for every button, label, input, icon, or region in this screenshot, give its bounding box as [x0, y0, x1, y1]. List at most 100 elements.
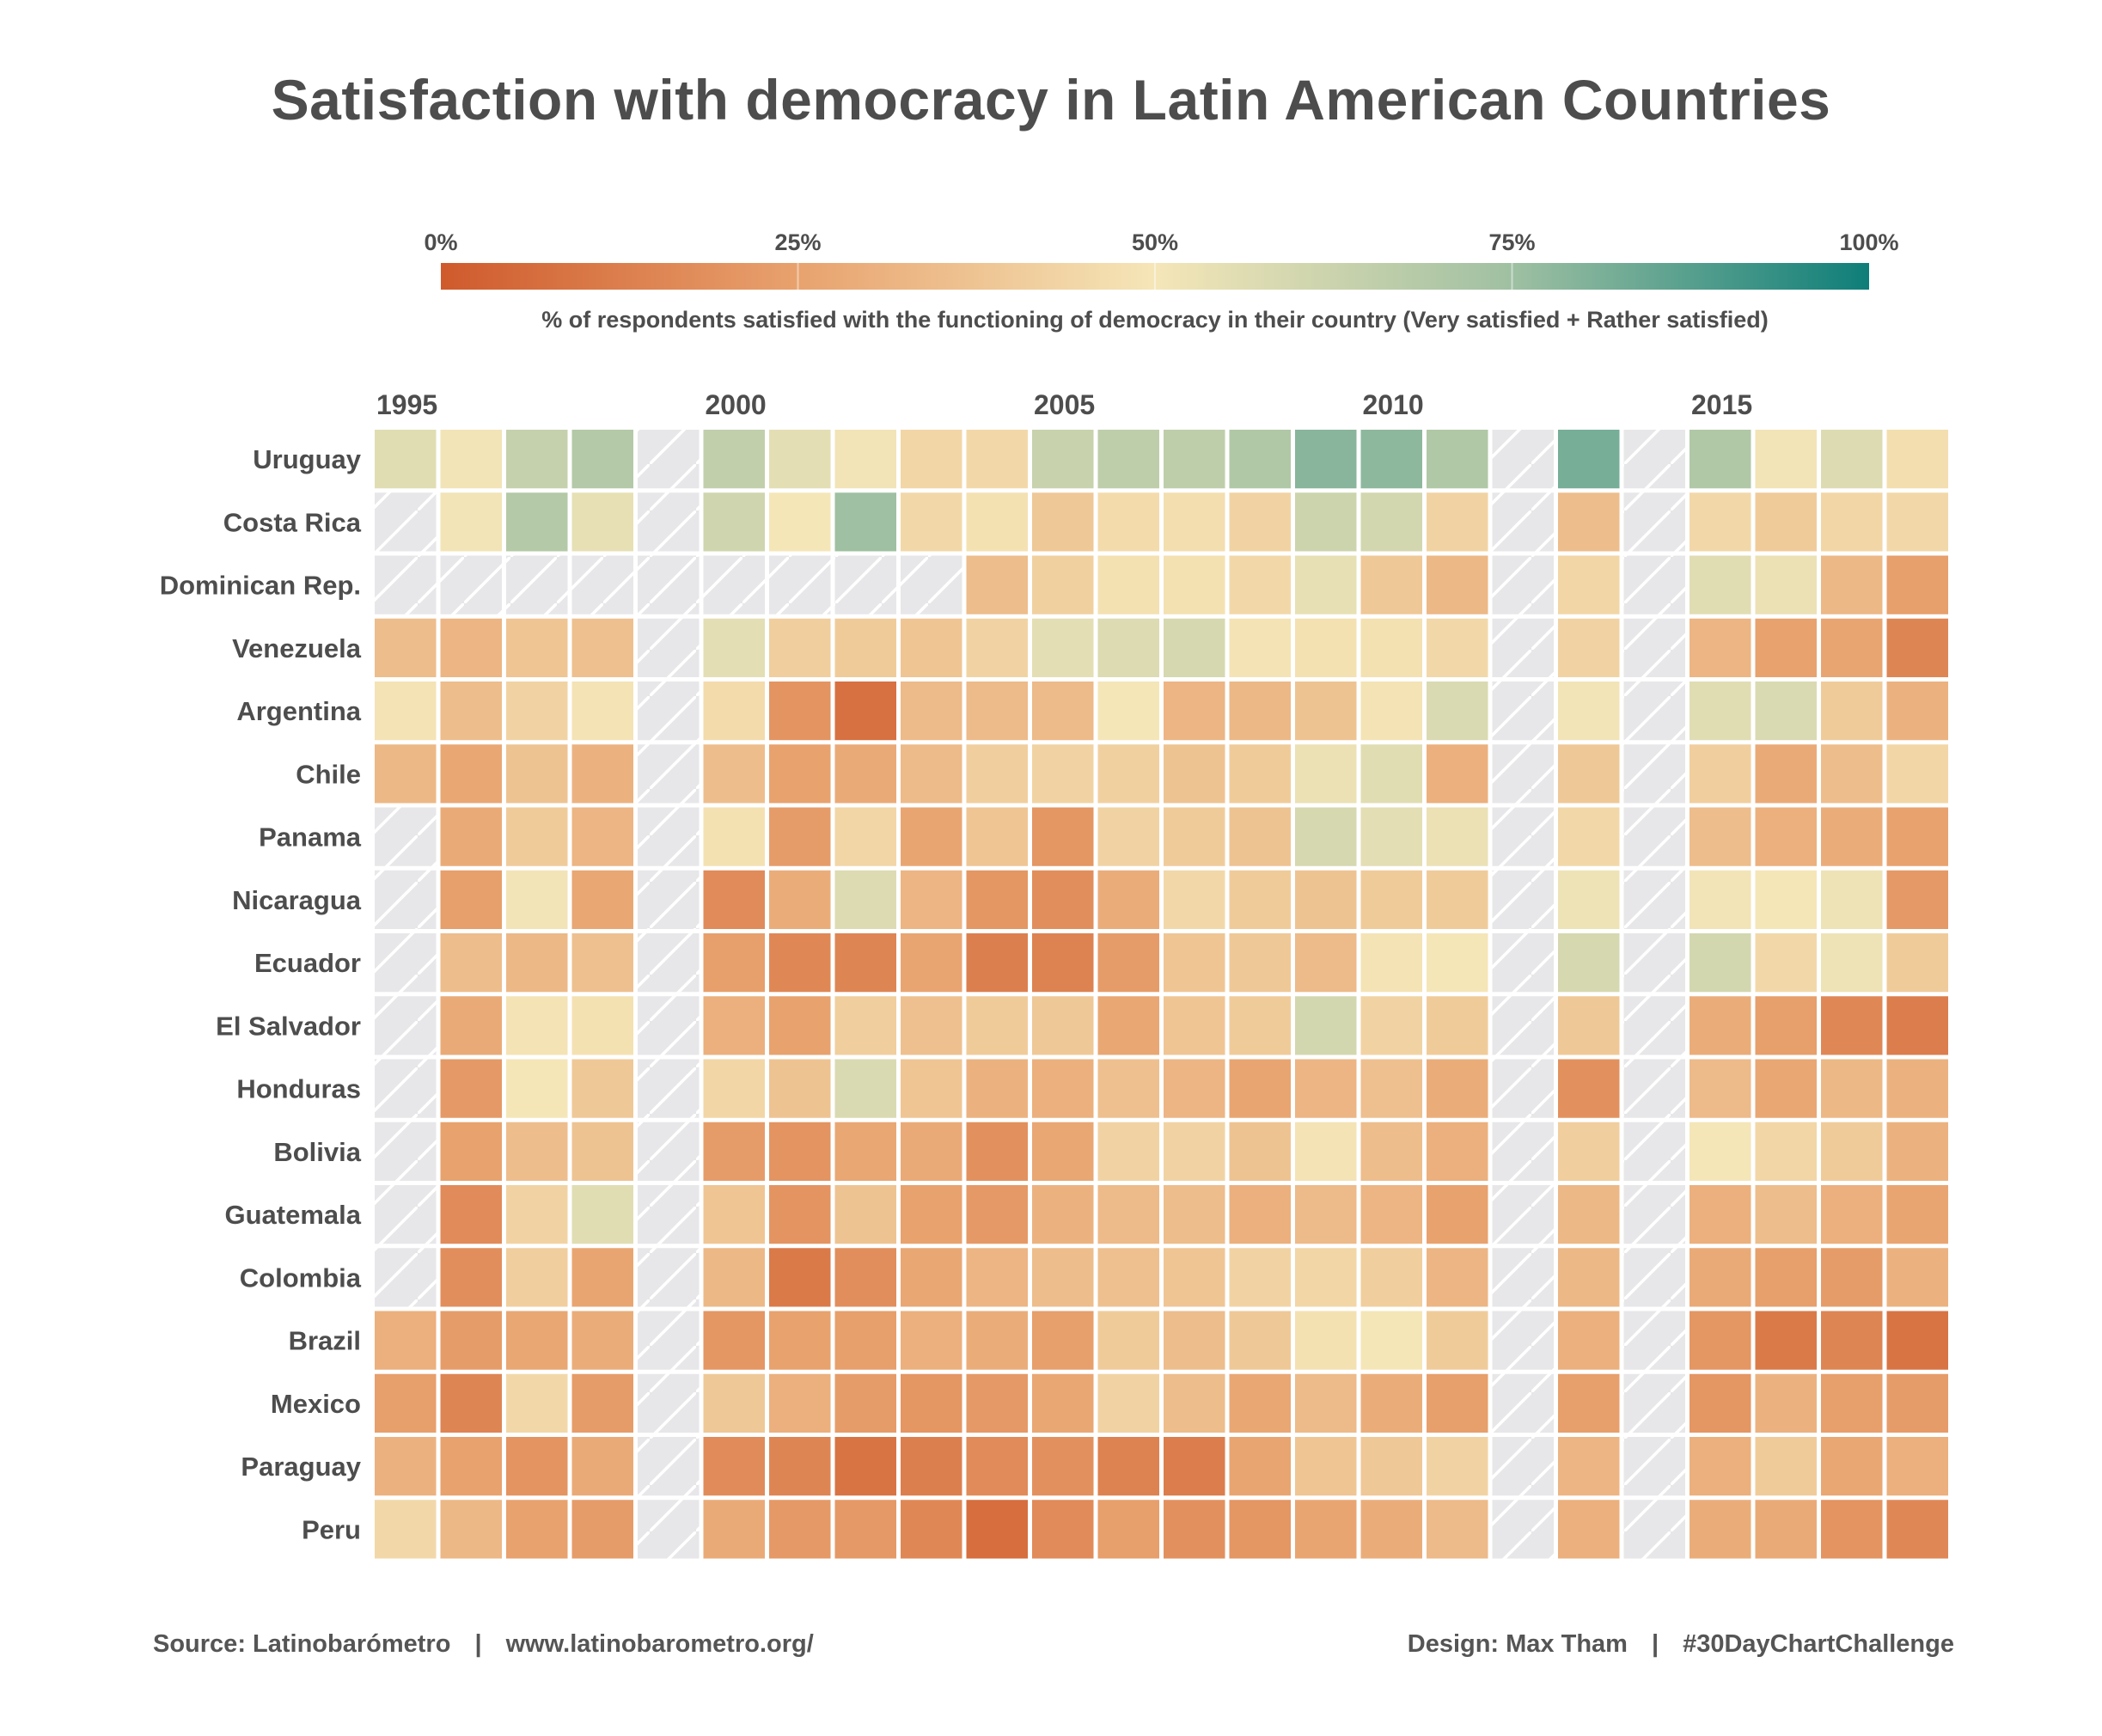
- y-tick-label: Colombia: [240, 1262, 362, 1293]
- heatmap-cell: Nicaragua 2015: 51%: [1690, 870, 1751, 929]
- heatmap-cell-missing: [1623, 618, 1685, 677]
- heatmap-cell: Bolivia 2015: 50%: [1690, 1122, 1751, 1181]
- y-tick-label: Argentina: [236, 696, 361, 726]
- heatmap-cell: Peru 2015: 29%: [1690, 1500, 1751, 1559]
- heatmap-cell: Paraguay 2007: 12%: [1164, 1437, 1225, 1496]
- heatmap-cell: Peru 2007: 19%: [1164, 1500, 1225, 1559]
- heatmap-cell: El Salvador 2000: 30%: [703, 996, 765, 1055]
- heatmap-cell: Ecuador 2006: 23%: [1097, 933, 1159, 993]
- heatmap-cell: Paraguay 2004: 17%: [966, 1437, 1028, 1496]
- heatmap-cell: Uruguay 2007: 66%: [1164, 430, 1225, 489]
- heatmap-cell: Honduras 2011: 29%: [1427, 1059, 1488, 1118]
- heatmap-cell-missing: [1492, 1185, 1554, 1244]
- heatmap-cell: Ecuador 2010: 49%: [1360, 933, 1422, 993]
- heatmap-cell-missing: [638, 492, 700, 552]
- heatmap-cell: Argentina 2016: 58%: [1755, 682, 1817, 741]
- heatmap-cell: Nicaragua 2016: 50%: [1755, 870, 1817, 929]
- heatmap-cell: Venezuela 2003: 38%: [901, 618, 962, 677]
- heatmap-cell: Guatemala 2017: 30%: [1821, 1185, 1883, 1244]
- heatmap-cell: Colombia 1997: 41%: [506, 1248, 568, 1307]
- y-tick-label: Bolivia: [273, 1137, 361, 1167]
- heatmap-cell: Venezuela 2000: 55%: [703, 618, 765, 677]
- heatmap-cell: Colombia 2006: 36%: [1097, 1248, 1159, 1307]
- heatmap-cell-missing: [638, 555, 700, 614]
- heatmap-cell-missing: [638, 996, 700, 1055]
- heatmap-cell: Brazil 2013: 30%: [1558, 1311, 1620, 1370]
- heatmap-cell: Dominican Rep. 2007: 48%: [1164, 555, 1225, 614]
- heatmap-cell-missing: [1623, 996, 1685, 1055]
- heatmap-cell: Paraguay 1996: 25%: [440, 1437, 502, 1496]
- heatmap-cell-missing: [1623, 1248, 1685, 1307]
- heatmap-cell: Paraguay 2009: 38%: [1295, 1437, 1357, 1496]
- heatmap-cell: Ecuador 2017: 52%: [1821, 933, 1883, 993]
- heatmap-cell-missing: [375, 870, 437, 929]
- y-tick-label: Ecuador: [254, 948, 361, 978]
- heatmap-cell: Mexico 2018: 23%: [1886, 1373, 1948, 1433]
- heatmap-cell: Argentina 1996: 35%: [440, 682, 502, 741]
- heatmap-cell: Peru 2008: 21%: [1229, 1500, 1291, 1559]
- heatmap-cell: Peru 2018: 16%: [1886, 1500, 1948, 1559]
- heatmap-cell: Argentina 2001: 20%: [769, 682, 831, 741]
- heatmap-cell: Mexico 1995: 24%: [375, 1373, 437, 1433]
- heatmap-cell: Venezuela 2009: 48%: [1295, 618, 1357, 677]
- heatmap-cell: Paraguay 2011: 43%: [1427, 1437, 1488, 1496]
- heatmap-cell-missing: [375, 555, 437, 614]
- heatmap-cell: Paraguay 2002: 9%: [834, 1437, 896, 1496]
- heatmap-cell: Costa Rica 2003: 45%: [901, 492, 962, 552]
- heatmap-cell: Costa Rica 2004: 48%: [966, 492, 1028, 552]
- heatmap-cell: Mexico 2011: 24%: [1427, 1373, 1488, 1433]
- heatmap-cell: Nicaragua 1998: 27%: [571, 870, 633, 929]
- heatmap-cell-missing: [638, 1185, 700, 1244]
- heatmap-cell: Panama 2013: 45%: [1558, 807, 1620, 866]
- heatmap-cell: Argentina 2003: 34%: [901, 682, 962, 741]
- heatmap-cell: Dominican Rep. 2016: 53%: [1755, 555, 1817, 614]
- heatmap-cell: Panama 2009: 59%: [1295, 807, 1357, 866]
- heatmap-cell: Mexico 2003: 21%: [901, 1373, 962, 1433]
- heatmap-cell: Brazil 2003: 30%: [901, 1311, 962, 1370]
- source-url-link[interactable]: www.latinobarometro.org/: [505, 1630, 814, 1658]
- heatmap-cell-missing: [1623, 555, 1685, 614]
- heatmap-cell: Mexico 2007: 35%: [1164, 1373, 1225, 1433]
- heatmap-cell: Uruguay 2002: 51%: [834, 430, 896, 489]
- heatmap-cell: Costa Rica 2007: 47%: [1164, 492, 1225, 552]
- heatmap-cell: Bolivia 2017: 40%: [1821, 1122, 1883, 1181]
- heatmap-cell: Peru 2006: 24%: [1097, 1500, 1159, 1559]
- heatmap-cell: Nicaragua 2000: 17%: [703, 870, 765, 929]
- heatmap-cell: Brazil 2008: 39%: [1229, 1311, 1291, 1370]
- heatmap-cell: Paraguay 2018: 30%: [1886, 1437, 1948, 1496]
- heatmap-cell: Colombia 2000: 33%: [703, 1248, 765, 1307]
- heatmap-cell-missing: [638, 744, 700, 804]
- heatmap-cell: Peru 1997: 25%: [506, 1500, 568, 1559]
- heatmap-cell: Paraguay 2015: 30%: [1690, 1437, 1751, 1496]
- heatmap-cell: Chile 2017: 35%: [1821, 744, 1883, 804]
- heatmap-cell: Mexico 2015: 21%: [1690, 1373, 1751, 1433]
- heatmap-cell: Bolivia 2010: 35%: [1360, 1122, 1422, 1181]
- heatmap-cell: Honduras 2001: 37%: [769, 1059, 831, 1118]
- heatmap-cell: Honduras 2015: 34%: [1690, 1059, 1751, 1118]
- heatmap-cell: Paraguay 2016: 40%: [1755, 1437, 1817, 1496]
- heatmap-cell: Ecuador 2005: 14%: [1032, 933, 1094, 993]
- heatmap-cell: Costa Rica 1996: 51%: [440, 492, 502, 552]
- heatmap-cell: Venezuela 2010: 48%: [1360, 618, 1422, 677]
- heatmap-cell: Honduras 1996: 22%: [440, 1059, 502, 1118]
- heatmap-cell: Guatemala 2001: 20%: [769, 1185, 831, 1244]
- footer-separator: |: [474, 1630, 482, 1658]
- heatmap-cell: Chile 2013: 39%: [1558, 744, 1620, 804]
- heatmap-cell: Guatemala 2000: 38%: [703, 1185, 765, 1244]
- heatmap-cell: Guatemala 2011: 25%: [1427, 1185, 1488, 1244]
- heatmap-cell: Panama 2002: 44%: [834, 807, 896, 866]
- heatmap-cell: Uruguay 2004: 45%: [966, 430, 1028, 489]
- heatmap-cell: Ecuador 2018: 40%: [1886, 933, 1948, 993]
- heatmap-cell: Paraguay 1997: 20%: [506, 1437, 568, 1496]
- heatmap-cell-missing: [1492, 1373, 1554, 1433]
- heatmap-cell: Panama 2011: 53%: [1427, 807, 1488, 866]
- heatmap-cell: Chile 2018: 44%: [1886, 744, 1948, 804]
- heatmap-cell: Honduras 2016: 27%: [1755, 1059, 1817, 1118]
- heatmap-cell: Nicaragua 2001: 29%: [769, 870, 831, 929]
- heatmap-cell: Brazil 2004: 29%: [966, 1311, 1028, 1370]
- heatmap-cell: Uruguay 2015: 70%: [1690, 430, 1751, 489]
- heatmap-cells: Uruguay 1995: 56%Uruguay 1996: 51%Urugua…: [375, 430, 1948, 1559]
- heatmap-cell: Colombia 2002: 18%: [834, 1248, 896, 1307]
- heatmap-cell: Costa Rica 2005: 39%: [1032, 492, 1094, 552]
- heatmap-cell: Argentina 1997: 43%: [506, 682, 568, 741]
